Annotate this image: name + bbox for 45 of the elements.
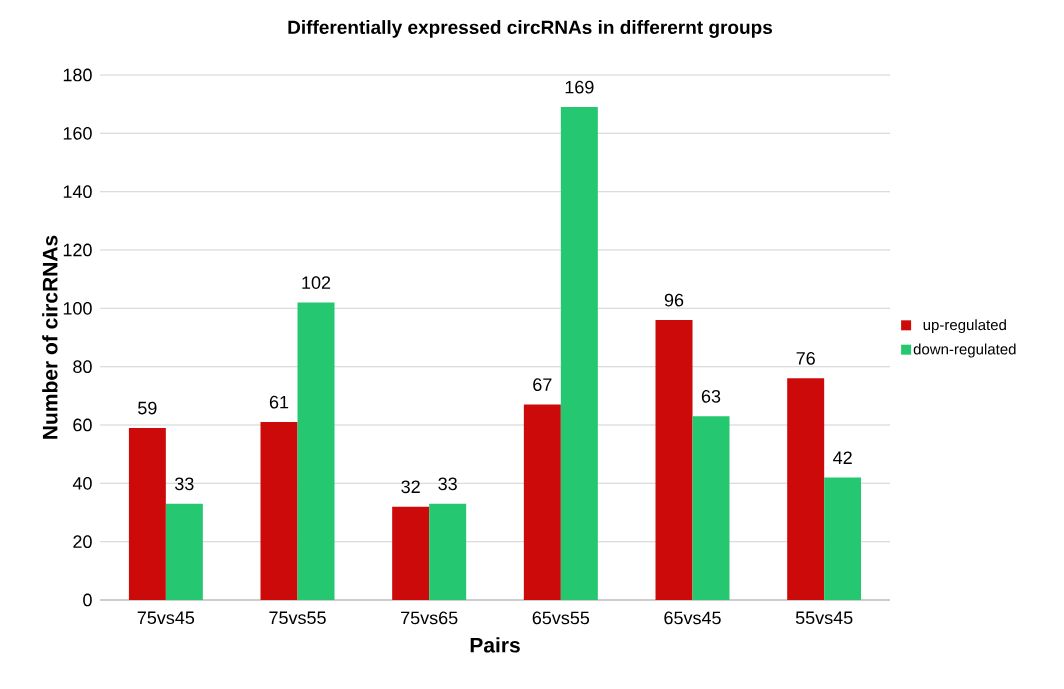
bar: [655, 320, 693, 600]
y-tick-label: 80: [73, 360, 92, 374]
data-label: 42: [833, 451, 852, 464]
y-tick-label: 100: [63, 301, 92, 315]
data-label: 169: [565, 80, 594, 94]
bar: [392, 506, 430, 600]
y-tick-label: 40: [72, 476, 92, 490]
legend-label: up-regulated: [923, 319, 1006, 334]
y-tick-label: 160: [63, 126, 92, 140]
bar: [787, 378, 825, 600]
y-tick-label: 60: [73, 418, 92, 432]
x-tick-label: 75vs55: [269, 611, 326, 625]
y-tick-label: 140: [63, 185, 92, 199]
bar: [523, 404, 561, 600]
x-tick-label: 55vs45: [795, 611, 853, 625]
data-label: 33: [438, 477, 457, 491]
x-tick-label: 75vs45: [137, 611, 195, 625]
y-tick-label: 180: [63, 68, 92, 82]
data-label: 76: [796, 352, 815, 365]
bar: [692, 416, 730, 600]
y-tick-label: 20: [73, 535, 92, 549]
x-tick-label: 65vs45: [664, 611, 721, 625]
data-label: 67: [533, 378, 552, 392]
data-label: 59: [138, 401, 157, 415]
bar: [297, 302, 335, 600]
data-label: 61: [269, 395, 289, 409]
chart-title: Differentially expressed circRNAs in differernt groups: [288, 20, 773, 38]
bar: [128, 427, 166, 600]
bar: [560, 107, 598, 600]
x-axis-title: Pairs: [470, 637, 520, 653]
x-tick-label: 65vs55: [532, 611, 590, 625]
y-tick-label: 120: [63, 243, 92, 257]
data-label: 102: [302, 276, 331, 289]
bar: [429, 503, 467, 600]
bar: [824, 477, 862, 600]
data-label: 33: [175, 477, 194, 491]
data-label: 96: [664, 293, 684, 307]
y-tick-label: 0: [83, 593, 92, 607]
data-label: 32: [401, 480, 420, 494]
legend-label: down-regulated: [913, 343, 1016, 358]
x-tick-label: 75vs65: [401, 611, 458, 625]
bar: [165, 503, 203, 600]
y-axis-title: Number of circRNAs: [42, 235, 58, 439]
bar: [260, 422, 298, 600]
data-label: 63: [701, 389, 721, 403]
